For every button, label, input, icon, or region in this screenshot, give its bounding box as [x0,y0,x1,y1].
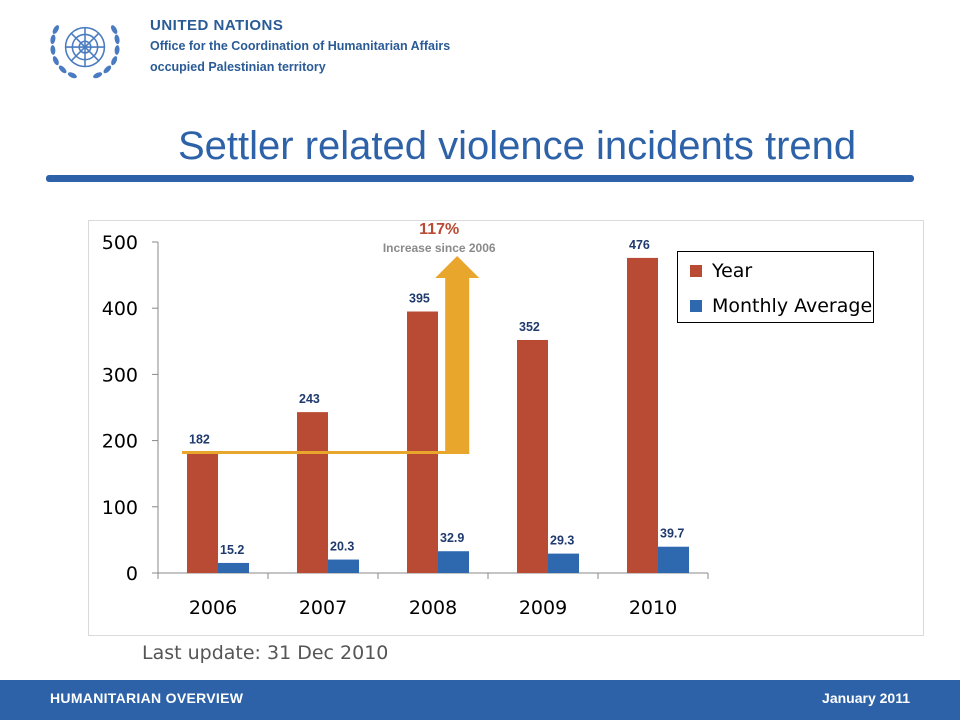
year-bar [407,311,438,573]
x-tick-label: 2006 [189,597,237,619]
year-bar [627,257,658,573]
data-label: 29.3 [550,534,574,548]
data-label: 352 [519,320,540,334]
y-tick-label: 200 [102,431,138,453]
chart-frame [88,220,924,636]
legend-label-monthly-average: Monthly Average [712,295,873,317]
slide-title: Settler related violence incidents trend [178,124,857,168]
monthly-average-bar [658,546,689,573]
year-bar [517,339,548,573]
data-label: 182 [189,433,210,447]
footer-bar: HUMANITARIAN OVERVIEW January 2011 [0,680,960,720]
increase-arrow [435,256,480,453]
y-tick-label: 100 [102,497,138,519]
data-label: 20.3 [330,540,354,554]
legend-item-year: Year [690,260,752,282]
data-label: 39.7 [660,527,684,541]
increase-caption: Increase since 2006 [383,241,496,255]
x-tick-label: 2007 [299,597,347,619]
x-tick-label: 2010 [629,597,677,619]
data-label: 32.9 [440,531,464,545]
y-tick-label: 400 [102,298,138,320]
footer-section-title: HUMANITARIAN OVERVIEW [50,690,244,706]
bar-chart: 0 100 200 300 400 500 2006 2007 2008 2009 2010 117%… [102,221,709,619]
monthly-average-bar [548,553,579,573]
territory-name: occupied Palestinian territory [150,60,326,74]
x-tick-label: 2009 [519,597,567,619]
data-label: 476 [629,238,650,252]
un-emblem-logo [50,25,120,79]
y-tick-label: 300 [102,364,138,386]
year-bar [187,452,218,573]
y-tick-label: 0 [126,563,138,585]
chart-legend: Year Monthly Average [677,251,874,323]
monthly-average-bar [218,562,249,573]
data-label: 243 [299,392,320,406]
org-name: UNITED NATIONS [150,17,284,34]
footer-date: January 2011 [822,690,910,706]
office-name: Office for the Coordination of Humanitar… [150,39,451,53]
legend-swatch-monthly-average [690,300,702,312]
data-label: 15.2 [220,543,244,557]
legend-item-monthly-average: Monthly Average [690,295,872,317]
y-tick-label: 500 [102,232,138,254]
title-underline [46,175,914,182]
legend-swatch-year [690,265,702,277]
x-tick-label: 2008 [409,597,457,619]
monthly-average-bar [328,559,359,573]
organization-header: UNITED NATIONS Office for the Coordinati… [150,16,450,78]
increase-percent-label: 117% [419,221,459,238]
year-bar [297,412,328,573]
legend-label-year: Year [712,260,753,282]
monthly-average-bar [438,551,469,573]
data-label: 395 [409,292,430,306]
last-update-note: Last update: 31 Dec 2010 [142,642,389,664]
